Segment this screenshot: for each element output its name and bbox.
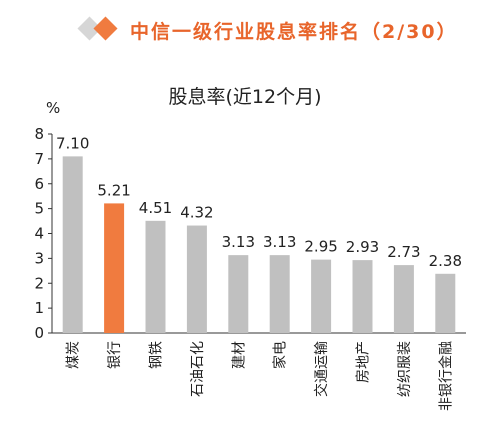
category-label: 煤炭 bbox=[66, 341, 82, 369]
category-label: 房地产 bbox=[356, 341, 372, 383]
y-tick-label: 3 bbox=[34, 249, 44, 267]
value-label: 3.13 bbox=[263, 233, 296, 251]
category-label: 交通运输 bbox=[313, 341, 330, 397]
value-label: 5.21 bbox=[97, 181, 130, 199]
bar-1 bbox=[62, 156, 83, 333]
chart-title: 股息率(近12个月) bbox=[168, 86, 321, 108]
value-label: 2.93 bbox=[346, 238, 379, 256]
category-label: 石油石化 bbox=[190, 341, 206, 397]
section-header: 中信一级行业股息率排名（2/30） bbox=[75, 14, 456, 44]
section-title: 中信一级行业股息率排名（2/30） bbox=[130, 21, 458, 43]
category-label: 纺织服装 bbox=[397, 341, 413, 397]
chart-axes: 0 1 2 3 4 5 6 7 8 bbox=[34, 125, 466, 342]
chart-bars bbox=[62, 156, 456, 333]
y-axis-unit-label: % bbox=[46, 99, 60, 117]
category-label: 钢铁 bbox=[149, 341, 165, 369]
bar-3 bbox=[145, 220, 166, 333]
y-tick-label: 0 bbox=[34, 324, 44, 342]
y-tick-label: 6 bbox=[34, 175, 44, 193]
y-tick-label: 8 bbox=[34, 125, 44, 143]
value-label: 4.51 bbox=[139, 199, 172, 217]
bar-2 bbox=[104, 203, 125, 333]
y-tick-label: 7 bbox=[34, 150, 44, 168]
bar-6 bbox=[269, 255, 290, 333]
bar-8 bbox=[352, 260, 373, 333]
value-label: 3.13 bbox=[222, 233, 255, 251]
bar-10 bbox=[435, 273, 456, 333]
value-label: 4.32 bbox=[180, 204, 213, 222]
chart-value-labels: 7.10 5.21 4.51 4.32 3.13 3.13 2.95 2.93 2.73 2.38 bbox=[56, 134, 462, 269]
category-label: 非银行金融 bbox=[438, 341, 454, 411]
bar-9 bbox=[393, 265, 414, 333]
y-tick-label: 2 bbox=[34, 274, 44, 292]
value-label: 7.10 bbox=[56, 134, 89, 152]
category-label: 建材 bbox=[231, 341, 247, 369]
value-label: 2.95 bbox=[304, 238, 337, 256]
value-label: 2.73 bbox=[387, 243, 420, 261]
bar-5 bbox=[228, 255, 249, 333]
chart-category-labels: 煤炭 银行 钢铁 石油石化 建材 家电 交通运输 房地产 纺织服装 非银行金融 bbox=[66, 341, 455, 411]
y-tick-label: 5 bbox=[34, 200, 44, 218]
bar-4 bbox=[186, 225, 207, 333]
y-tick-label: 4 bbox=[34, 225, 44, 243]
category-label: 家电 bbox=[272, 341, 289, 369]
category-label: 银行 bbox=[107, 341, 123, 369]
y-tick-label: 1 bbox=[34, 299, 44, 317]
value-label: 2.38 bbox=[429, 252, 462, 270]
bar-7 bbox=[311, 259, 332, 333]
